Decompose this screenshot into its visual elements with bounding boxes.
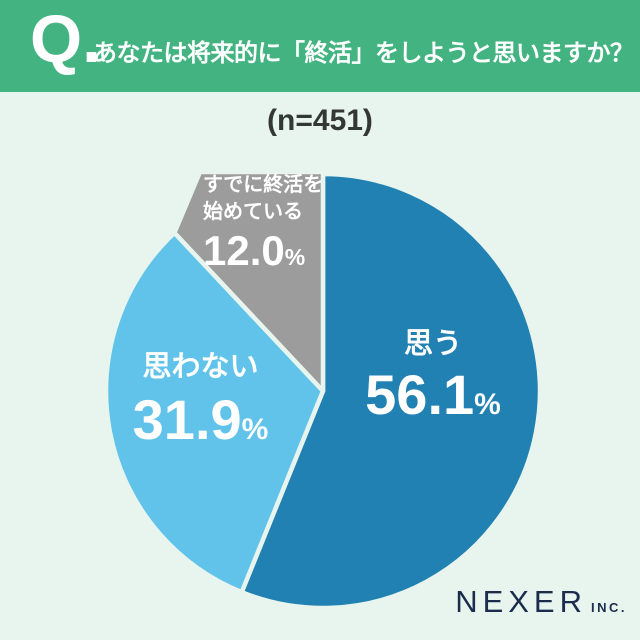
slice-value-sudeni: 12.0% <box>203 227 333 274</box>
brand-suffix: INC. <box>591 600 627 615</box>
q-mark: Q. <box>30 2 101 77</box>
brand-logo: NEXER INC. <box>455 584 627 620</box>
slice-value-omou: 56.1% <box>358 363 508 427</box>
pie-slice-omowanai <box>103 230 326 595</box>
slice-value-omowanai: 31.9% <box>118 388 283 452</box>
slice-value-number: 12.0 <box>203 227 285 274</box>
brand-name: NEXER <box>455 584 587 619</box>
slice-name-omowanai: 思わない <box>142 351 259 383</box>
slice-value-number: 56.1 <box>365 363 475 427</box>
pie-slice-omou <box>239 171 543 611</box>
question-header-bar: Q. あなたは将来的に「終活」をしようと思いますか？ <box>0 0 640 92</box>
slice-name-sudeni-line1: すでに終活を <box>203 174 324 196</box>
percent-sign: % <box>474 388 501 422</box>
slice-label-omou: 思う 56.1% <box>358 326 508 425</box>
percent-sign: % <box>284 244 306 270</box>
pie-slice-sudeni <box>172 169 326 394</box>
question-text: あなたは将来的に「終活」をしようと思いますか？ <box>93 40 634 67</box>
slice-name-omou: 思う <box>403 328 462 360</box>
slice-label-sudeni: すでに終活を 始めている 12.0% <box>203 172 333 273</box>
percent-sign: % <box>241 413 269 447</box>
sample-size-label: (n=451) <box>267 104 373 137</box>
slice-label-omowanai: 思わない 31.9% <box>118 349 283 450</box>
slice-value-number: 31.9 <box>132 388 242 452</box>
slice-name-sudeni-line2: 始めている <box>203 201 303 223</box>
